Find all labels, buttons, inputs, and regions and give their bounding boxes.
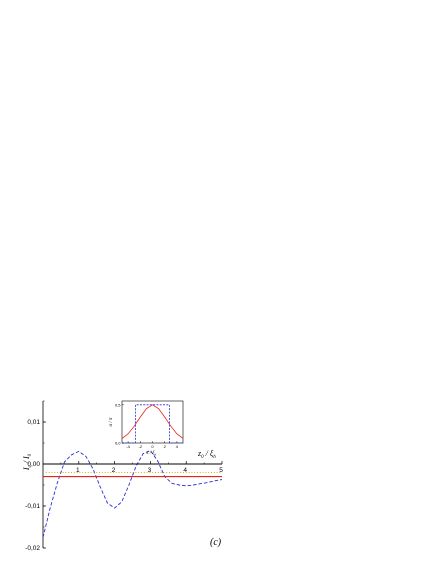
inset-y-axis-label: α / π <box>109 417 114 427</box>
x-tick-label: 2 <box>112 467 116 474</box>
inset-x-tick-label: 4 <box>176 444 179 449</box>
inset-frame <box>121 400 184 444</box>
inset-y-tick-label: 0,5 <box>115 402 121 407</box>
inset-x-tick-label: 2 <box>164 444 167 449</box>
x-tick-label: 5 <box>219 467 223 474</box>
main-plot: 0,010,00-0,01-0,021 2 3 4 5Ic / I0 z0 / ξh(c) <box>22 400 223 552</box>
inset-series-line-1 <box>122 404 183 444</box>
x-tick-label: 3 <box>148 467 152 474</box>
y-tick-label: -0,02 <box>25 545 40 552</box>
inset-y-tick-label: 0,0 <box>115 441 121 446</box>
x-tick-label: 4 <box>183 467 187 474</box>
inset-x-tick-label: -2 <box>139 444 143 449</box>
inset-x-tick-label: 0 <box>151 444 154 449</box>
y-axis-label: Ic / I0 <box>22 453 33 471</box>
x-tick-label: 1 <box>76 467 80 474</box>
inset-plot: -4 -2 0 2 4 0,0 0,5 α / π z / ξh <box>109 400 184 457</box>
x-axis-label: z0 / ξh <box>197 449 216 460</box>
panel-label: (c) <box>210 537 222 548</box>
inset-x-tick-label: -4 <box>126 444 130 449</box>
series-line-0 <box>42 450 223 538</box>
y-tick-label: -0,01 <box>25 503 40 510</box>
y-tick-label: 0,01 <box>27 419 40 426</box>
inset-series-line-0 <box>121 404 184 439</box>
y-tick-label: 0,00 <box>27 461 40 468</box>
inset-x-axis-label: z / ξh <box>146 450 157 457</box>
